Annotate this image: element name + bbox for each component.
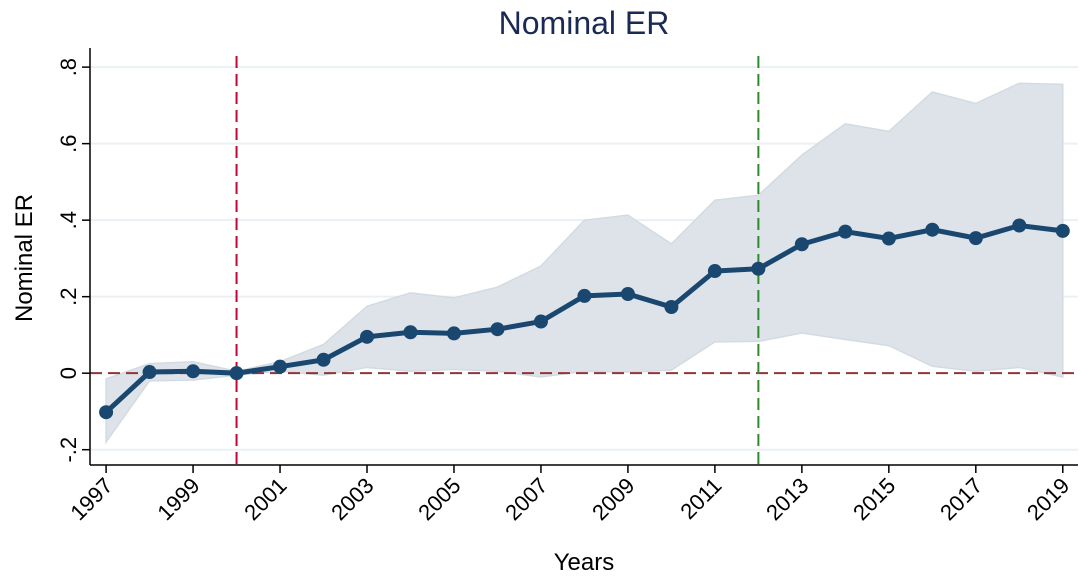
point	[229, 366, 244, 381]
point	[273, 359, 288, 374]
point	[142, 365, 157, 380]
x-tick-label: 2005	[413, 473, 465, 525]
point	[838, 224, 853, 239]
point	[490, 322, 505, 337]
point	[1055, 223, 1070, 238]
point	[881, 231, 896, 246]
y-tick-label: .2	[56, 287, 81, 305]
x-axis-label: Years	[554, 549, 615, 576]
point	[751, 261, 766, 276]
point	[99, 405, 114, 420]
point	[925, 222, 940, 237]
point	[664, 299, 679, 314]
y-axis-label: Nominal ER	[11, 194, 38, 322]
y-tick-label: .6	[56, 134, 81, 152]
x-tick-label: 2001	[239, 473, 291, 525]
x-tick-label: 2013	[761, 473, 813, 525]
y-tick-label: 0	[56, 367, 81, 379]
x-tick-label: 2007	[500, 473, 552, 525]
chart-title: Nominal ER	[499, 5, 670, 41]
point	[186, 364, 201, 379]
point	[577, 288, 592, 303]
point	[620, 286, 635, 301]
x-tick-label: 2011	[675, 473, 726, 524]
point	[360, 329, 375, 344]
point	[968, 231, 983, 246]
x-tick-label: 2019	[1022, 473, 1074, 525]
confidence-band	[105, 82, 1064, 445]
x-tick-label: 2015	[848, 473, 900, 525]
x-tick-label: 2009	[587, 473, 639, 525]
point	[794, 237, 809, 252]
x-tick-label: 2003	[326, 473, 378, 525]
point	[707, 264, 722, 279]
y-tick-label: -.2	[56, 437, 81, 463]
point	[446, 326, 461, 341]
x-tick-label: 1999	[152, 473, 204, 525]
x-tick-label: 1997	[65, 473, 117, 525]
point	[1012, 218, 1027, 233]
x-tick-label: 2017	[935, 473, 987, 525]
point	[316, 352, 331, 367]
y-tick-label: .8	[56, 58, 81, 76]
y-tick-label: .4	[56, 211, 81, 229]
point	[403, 325, 418, 340]
point	[533, 314, 548, 329]
